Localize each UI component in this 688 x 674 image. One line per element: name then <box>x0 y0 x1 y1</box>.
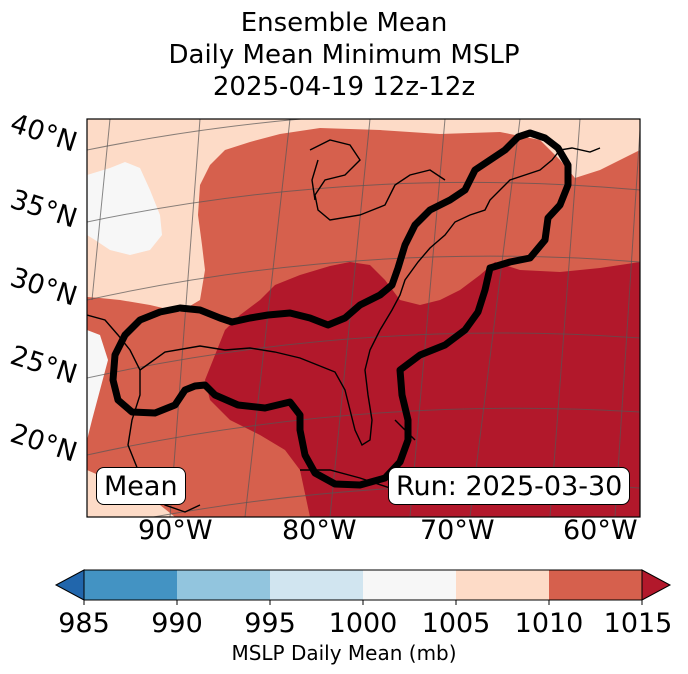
run-box: Run: 2025-03-30 <box>388 467 631 505</box>
colorbar-seg-1005-1010 <box>456 570 549 600</box>
mslp-contour <box>109 129 572 489</box>
us-gulf-north <box>139 345 321 371</box>
title-line-2: Daily Mean Minimum MSLP <box>168 40 520 70</box>
colorbar-seg-1010-1015 <box>549 570 642 600</box>
colorbar-seg-990-995 <box>177 570 270 600</box>
colorbar-tick-995: 995 <box>244 608 296 639</box>
meridian-65 <box>549 119 581 517</box>
parallel-30 <box>87 255 640 301</box>
parallel-40 <box>87 119 307 151</box>
meridian-90 <box>169 119 201 517</box>
lon-label-80: 80°W <box>282 515 357 546</box>
colorbar-over <box>641 569 672 601</box>
pressure-band-1005-1010 <box>87 119 640 312</box>
lon-label-70: 70°W <box>420 515 495 546</box>
title-line-3: 2025-04-19 12z-12z <box>212 72 476 102</box>
lon-label-90: 90°W <box>138 515 213 546</box>
colorbar-tick-985: 985 <box>58 608 110 639</box>
mean-box: Mean <box>96 467 186 505</box>
meridian-75 <box>409 119 446 517</box>
lake-michigan <box>311 159 319 201</box>
gulf-coast <box>87 314 201 513</box>
parallel-35 <box>87 181 640 223</box>
meridian-60 <box>614 129 640 517</box>
colorbar-label: MSLP Daily Mean (mb) <box>231 641 457 665</box>
pressure-band-1000-1005-low <box>87 330 108 440</box>
colorbar-seg-995-1000 <box>270 570 363 600</box>
parallel-20 <box>87 407 640 456</box>
colorbar-tick-1010: 1010 <box>514 608 584 639</box>
colorbar-seg-1000-1005 <box>363 570 456 600</box>
pressure-band-1000-1005 <box>87 162 162 255</box>
colorbar <box>54 569 672 605</box>
parallel-25 <box>87 332 640 379</box>
title-line-1: Ensemble Mean <box>240 8 448 38</box>
meridian-70 <box>469 119 521 517</box>
colorbar-seg-985-990 <box>84 570 177 600</box>
colorbar-tick-marks <box>83 600 643 605</box>
pressure-band-above-1015 <box>205 262 640 517</box>
lon-label-60: 60°W <box>563 515 638 546</box>
great-lakes <box>309 139 446 221</box>
florida <box>319 329 381 447</box>
colorbar-tick-1000: 1000 <box>328 608 398 639</box>
colorbar-tick-1005: 1005 <box>421 608 491 639</box>
map-frame <box>86 118 641 518</box>
colorbar-tick-990: 990 <box>151 608 203 639</box>
colorbar-tick-1015: 1015 <box>603 608 673 639</box>
meridian-95 <box>91 119 111 301</box>
colorbar-under <box>54 569 85 601</box>
